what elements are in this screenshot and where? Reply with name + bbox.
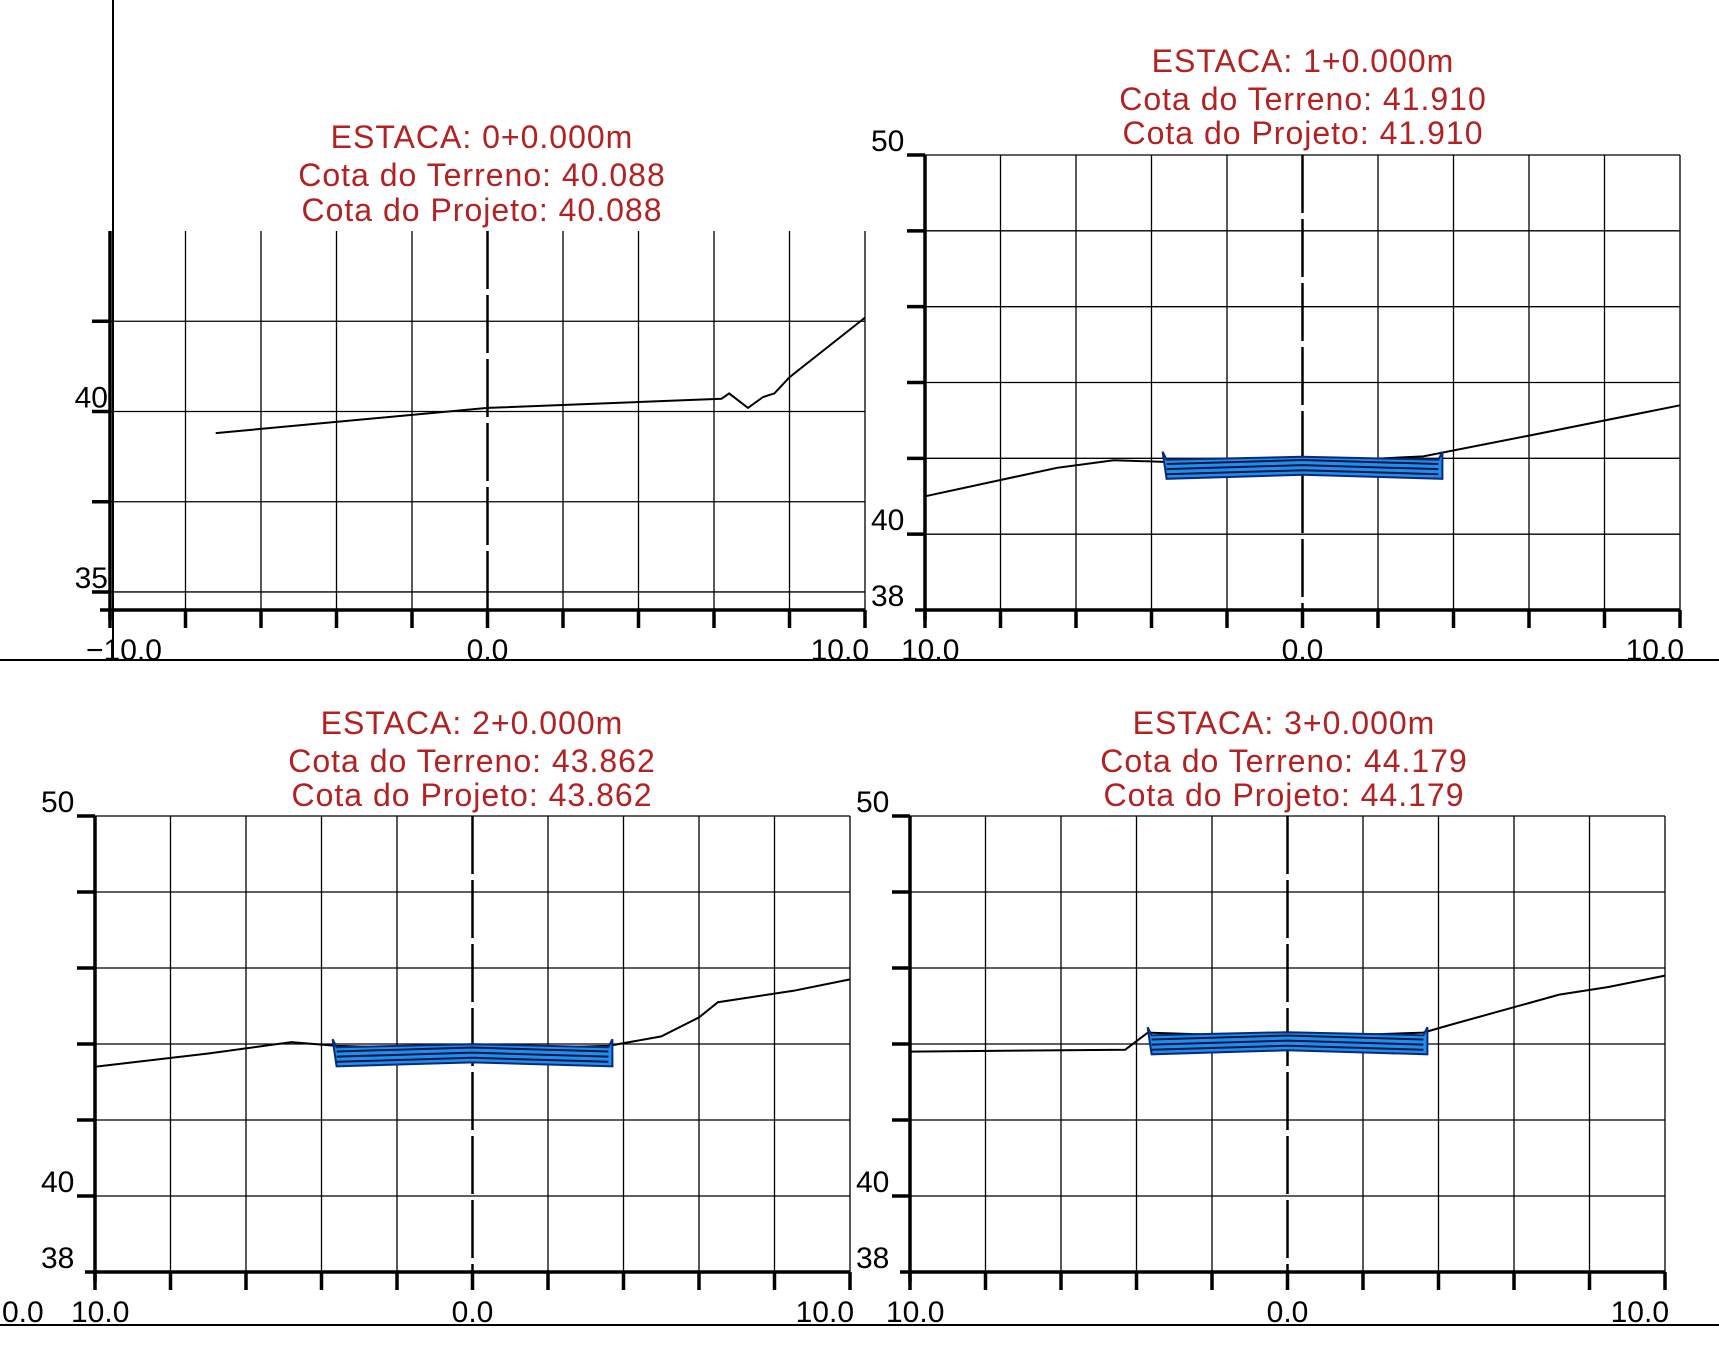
x-tick-label: 10.0 <box>796 1296 854 1329</box>
x-tick-label: 10.0 <box>71 1296 129 1329</box>
terrain-profile <box>909 974 1666 1053</box>
y-tick-label: 38 <box>856 1242 889 1275</box>
x-tick-label: −10.0 <box>86 634 162 667</box>
y-tick-label: 40 <box>856 1166 889 1199</box>
y-tick-label: 40 <box>871 504 904 537</box>
section-title-line: Cota do Terreno: 44.179 <box>1100 743 1468 779</box>
x-tick-label: 0.0 <box>452 1296 494 1329</box>
x-tick-label: 0.0 <box>1267 1296 1309 1329</box>
section-title-line: Cota do Terreno: 40.088 <box>298 157 666 193</box>
y-tick-label: 50 <box>41 786 74 819</box>
x-tick-label: 10.0 <box>1626 634 1684 667</box>
y-tick-label: 50 <box>871 125 904 158</box>
y-tick-label: 40 <box>41 1166 74 1199</box>
road-layer-line <box>336 1046 609 1053</box>
section-title-line: ESTACA: 3+0.000m <box>1133 705 1436 741</box>
road-layer-line <box>336 1051 609 1058</box>
x-tick-label: 10.0 <box>901 634 959 667</box>
section-title-line: Cota do Projeto: 43.862 <box>291 777 652 813</box>
road-layer-line <box>1151 1039 1424 1046</box>
road-layer-line <box>1166 464 1439 471</box>
page-edge-label: 0.0 <box>2 1296 44 1329</box>
y-tick-label: 40 <box>75 381 108 414</box>
x-tick-label: 0.0 <box>1282 634 1324 667</box>
road-layer-line <box>1151 1034 1424 1041</box>
road-layer-line <box>1166 469 1439 476</box>
x-tick-label: 10.0 <box>1611 1296 1669 1329</box>
section-title-line: Cota do Projeto: 44.179 <box>1103 777 1464 813</box>
section-title-line: Cota do Terreno: 43.862 <box>288 743 656 779</box>
y-tick-label: 50 <box>856 786 889 819</box>
x-tick-label: 10.0 <box>811 634 869 667</box>
x-tick-label: 10.0 <box>886 1296 944 1329</box>
terrain-profile <box>215 316 866 435</box>
x-tick-label: 0.0 <box>467 634 509 667</box>
road-layer-line <box>336 1056 609 1063</box>
y-tick-label: 35 <box>75 562 108 595</box>
section-title-line: Cota do Projeto: 41.910 <box>1122 115 1483 151</box>
road-layer-line <box>1151 1044 1424 1051</box>
y-tick-label: 38 <box>41 1242 74 1275</box>
section-title-line: ESTACA: 2+0.000m <box>321 705 624 741</box>
road-layer-line <box>1166 459 1439 466</box>
section-title-line: Cota do Projeto: 40.088 <box>301 192 662 228</box>
section-title-line: ESTACA: 0+0.000m <box>331 119 634 155</box>
section-title-line: Cota do Terreno: 41.910 <box>1119 81 1487 117</box>
section-title-line: ESTACA: 1+0.000m <box>1152 43 1455 79</box>
y-tick-label: 38 <box>871 580 904 613</box>
